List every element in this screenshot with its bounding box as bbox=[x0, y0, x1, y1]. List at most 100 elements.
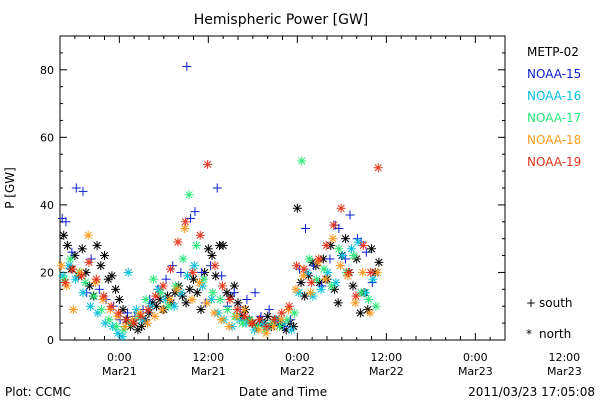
noaa-15-south-point bbox=[94, 284, 104, 294]
noaa-17-north-point bbox=[356, 288, 366, 298]
noaa-18-north-point bbox=[194, 278, 204, 288]
noaa-17-north-point bbox=[148, 274, 158, 284]
noaa-17-north-point bbox=[297, 156, 307, 166]
noaa-17-north-point bbox=[237, 318, 247, 328]
legend-symbol-north: * bbox=[526, 327, 532, 341]
noaa-17-north-point bbox=[282, 315, 292, 325]
metp-02-north-point bbox=[203, 244, 213, 254]
noaa-15-south-point bbox=[161, 274, 171, 284]
noaa-18-north-point bbox=[202, 298, 212, 308]
noaa-16-north-point bbox=[368, 274, 378, 284]
noaa-19-north-point bbox=[60, 278, 70, 288]
noaa-19-north-point bbox=[210, 261, 220, 271]
noaa-19-north-point bbox=[158, 281, 168, 291]
noaa-18-north-point bbox=[83, 230, 93, 240]
noaa-18-north-point bbox=[120, 321, 130, 331]
noaa-19-north-point bbox=[180, 217, 190, 227]
metp-02-north-point bbox=[62, 240, 72, 250]
noaa-15-south-point bbox=[212, 183, 222, 193]
x-tick-date-label: Mar23 bbox=[547, 365, 582, 378]
x-tick-label: 12:00 bbox=[192, 351, 224, 364]
noaa-15-south-point bbox=[345, 210, 355, 220]
noaa-18-north-point bbox=[291, 284, 301, 294]
x-tick-label: 0:00 bbox=[285, 351, 310, 364]
noaa-18-north-point bbox=[261, 328, 271, 338]
metp-02-north-point bbox=[367, 244, 376, 254]
metp-02-north-point bbox=[292, 203, 302, 213]
x-tick-label: 12:00 bbox=[370, 351, 402, 364]
noaa-17-north-point bbox=[89, 291, 99, 301]
noaa-19-north-point bbox=[255, 315, 265, 325]
noaa-17-north-point bbox=[178, 254, 188, 264]
noaa-19-north-point bbox=[336, 203, 346, 213]
noaa-19-north-point bbox=[128, 318, 138, 328]
noaa-19-north-point bbox=[373, 163, 383, 173]
x-axis-label: Date and Time bbox=[239, 385, 327, 399]
y-axis-label: P [GW] bbox=[3, 167, 17, 209]
noaa-18-north-point bbox=[254, 325, 264, 335]
noaa-15-south-point bbox=[190, 207, 200, 217]
noaa-18-north-point bbox=[172, 284, 182, 294]
noaa-19-north-point bbox=[284, 301, 294, 311]
metp-02-north-point bbox=[333, 298, 343, 308]
noaa-15-south-point bbox=[217, 271, 227, 281]
noaa-15-south-point bbox=[71, 183, 81, 193]
noaa-19-north-point bbox=[188, 267, 198, 277]
noaa-16-north-point bbox=[316, 284, 326, 294]
noaa-17-north-point bbox=[334, 244, 344, 254]
x-tick-label: 0:00 bbox=[107, 351, 132, 364]
y-tick-label: 0 bbox=[47, 334, 54, 347]
noaa-16-north-point bbox=[346, 244, 356, 254]
legend-label-north: north bbox=[539, 327, 571, 341]
noaa-15-south-point bbox=[182, 61, 192, 71]
noaa-17-north-point bbox=[104, 315, 114, 325]
noaa-19-north-point bbox=[358, 240, 368, 250]
noaa-18-north-point bbox=[365, 308, 375, 318]
noaa-15-south-point bbox=[229, 288, 239, 298]
data-markers bbox=[56, 61, 384, 342]
legend-entry-noaa-18: NOAA-18 bbox=[527, 133, 581, 147]
noaa-17-north-point bbox=[371, 301, 381, 311]
noaa-19-north-point bbox=[173, 237, 183, 247]
noaa-17-north-point bbox=[97, 305, 107, 315]
metp-02-north-point bbox=[341, 234, 351, 244]
noaa-18-north-point bbox=[239, 305, 249, 315]
metp-02-north-point bbox=[363, 305, 373, 315]
noaa-16-north-point bbox=[85, 301, 95, 311]
noaa-19-north-point bbox=[351, 291, 361, 301]
metp-02-north-point bbox=[207, 251, 217, 261]
noaa-16-north-point bbox=[353, 237, 363, 247]
metp-02-north-point bbox=[77, 244, 87, 254]
x-tick-label: 12:00 bbox=[548, 351, 580, 364]
noaa-18-north-point bbox=[298, 271, 308, 281]
metp-02-north-point bbox=[107, 271, 117, 281]
legend-symbol-south: + bbox=[526, 296, 536, 310]
noaa-19-north-point bbox=[195, 230, 205, 240]
legend-entry-noaa-17: NOAA-17 bbox=[527, 111, 581, 125]
noaa-16-north-point bbox=[117, 332, 127, 342]
noaa-18-north-point bbox=[224, 321, 234, 331]
metp-02-north-point bbox=[218, 240, 228, 250]
noaa-16-north-point bbox=[183, 271, 193, 281]
noaa-18-north-point bbox=[165, 294, 175, 304]
noaa-19-north-point bbox=[121, 315, 131, 325]
noaa-17-north-point bbox=[208, 288, 218, 298]
noaa-18-north-point bbox=[56, 261, 66, 271]
noaa-15-south-point bbox=[250, 288, 260, 298]
noaa-19-north-point bbox=[299, 264, 309, 274]
noaa-15-south-point bbox=[361, 247, 371, 257]
noaa-18-north-point bbox=[321, 274, 331, 284]
noaa-18-north-point bbox=[143, 318, 153, 328]
noaa-19-north-point bbox=[306, 278, 316, 288]
x-tick-date-label: Mar23 bbox=[458, 365, 493, 378]
legend: METP-02 NOAA-15 NOAA-16 NOAA-17 NOAA-18 NOAA-… bbox=[526, 45, 581, 341]
metp-02-north-point bbox=[229, 281, 239, 291]
noaa-16-north-point bbox=[78, 288, 88, 298]
noaa-19-north-point bbox=[217, 281, 227, 291]
noaa-19-north-point bbox=[262, 321, 272, 331]
noaa-15-south-point bbox=[122, 308, 132, 318]
noaa-19-north-point bbox=[225, 294, 235, 304]
metp-02-north-point bbox=[348, 281, 358, 291]
noaa-19-north-point bbox=[321, 240, 331, 250]
